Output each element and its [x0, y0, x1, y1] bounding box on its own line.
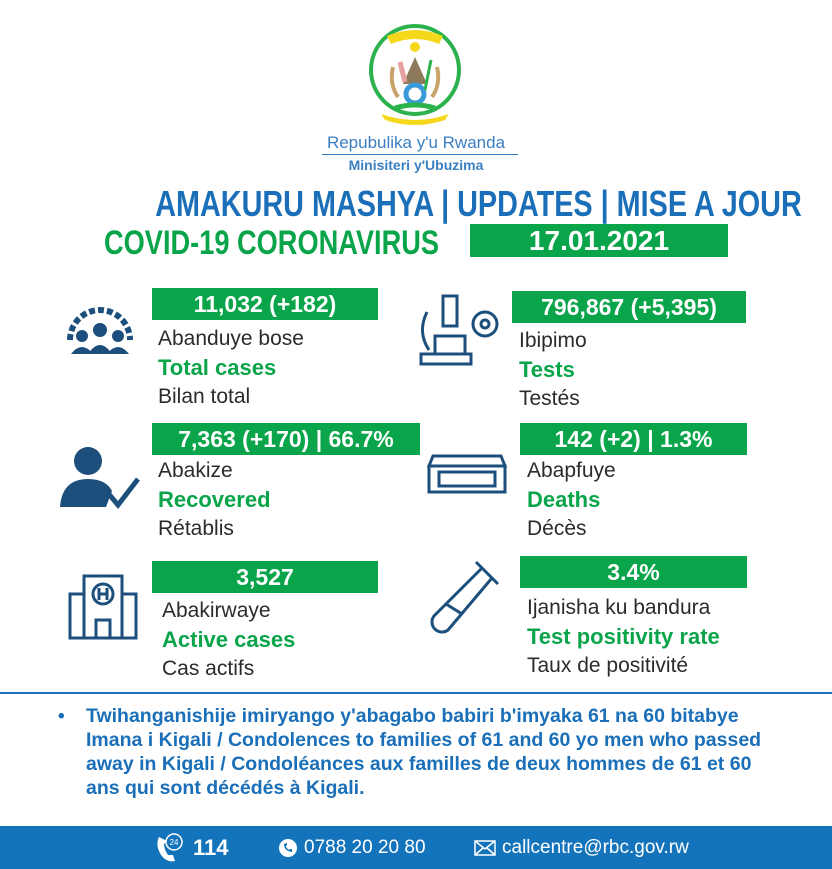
positivity-label-fr: Taux de positivité — [527, 654, 689, 677]
total-cases-label-fr: Bilan total — [158, 385, 251, 408]
total-cases-value: 11,032 (+182) — [152, 288, 378, 320]
ministry-name: Minisiteri y'Ubuzima — [348, 157, 484, 173]
bullet: • — [58, 706, 65, 727]
hospital-icon — [68, 574, 138, 640]
whatsapp-number: 0788 20 20 80 — [304, 837, 426, 858]
date-badge: 17.01.2021 — [470, 224, 728, 257]
recovered-label-fr: Rétablis — [158, 517, 234, 540]
hotline[interactable]: 24 114 — [153, 826, 229, 869]
tests-label-rw: Ibipimo — [519, 329, 587, 352]
tests-label-fr: Testés — [519, 387, 580, 410]
hotline-number: 114 — [193, 835, 229, 860]
whatsapp-icon — [279, 838, 297, 857]
deaths-label-fr: Décès — [527, 517, 587, 540]
recovered-value: 7,363 (+170) | 66.7% — [152, 423, 420, 455]
email-contact[interactable]: callcentre@rbc.gov.rw — [474, 826, 689, 869]
divider — [322, 154, 518, 155]
person-check-icon — [60, 447, 140, 509]
active-cases-value: 3,527 — [152, 561, 378, 593]
recovered-label-rw: Abakize — [158, 459, 233, 482]
footer-bar: 24 114 0788 20 20 80 callcentre@rbc.gov.… — [0, 826, 832, 869]
tests-value: 796,867 (+5,395) — [512, 291, 746, 323]
page-subtitle: COVID-19 CORONAVIRUS — [104, 224, 440, 262]
hotline-badge: 24 — [170, 838, 179, 847]
tests-label-en: Tests — [519, 357, 575, 382]
coffin-icon — [426, 454, 508, 494]
whatsapp-contact[interactable]: 0788 20 20 80 — [278, 826, 426, 869]
republic-name: Repubulika y'u Rwanda — [326, 133, 506, 152]
recovered-label-en: Recovered — [158, 487, 271, 512]
microscope-icon — [419, 294, 499, 366]
condolence-note: Twihanganishije imiryango y'abagabo babi… — [86, 705, 762, 799]
positivity-label-rw: Ijanisha ku bandura — [527, 596, 711, 619]
active-label-rw: Abakirwaye — [162, 599, 271, 622]
positivity-label-en: Test positivity rate — [527, 624, 720, 649]
active-label-en: Active cases — [162, 627, 296, 652]
page-title: AMAKURU MASHYA | UPDATES | MISE A JOUR — [155, 183, 802, 224]
test-tube-icon — [430, 560, 500, 634]
deaths-label-rw: Abapfuye — [527, 459, 616, 482]
email-address: callcentre@rbc.gov.rw — [502, 837, 689, 858]
deaths-label-en: Deaths — [527, 487, 601, 512]
envelope-icon — [474, 839, 496, 856]
positivity-value: 3.4% — [520, 556, 747, 588]
section-divider — [0, 692, 832, 694]
phone-24-icon: 24 — [157, 832, 183, 861]
deaths-value: 142 (+2) | 1.3% — [520, 423, 747, 455]
virus-people-icon — [67, 307, 133, 354]
total-cases-label-en: Total cases — [158, 355, 277, 380]
total-cases-label-rw: Abanduye bose — [158, 327, 304, 350]
rwanda-coat-of-arms-logo — [369, 24, 461, 125]
active-label-fr: Cas actifs — [162, 657, 255, 680]
